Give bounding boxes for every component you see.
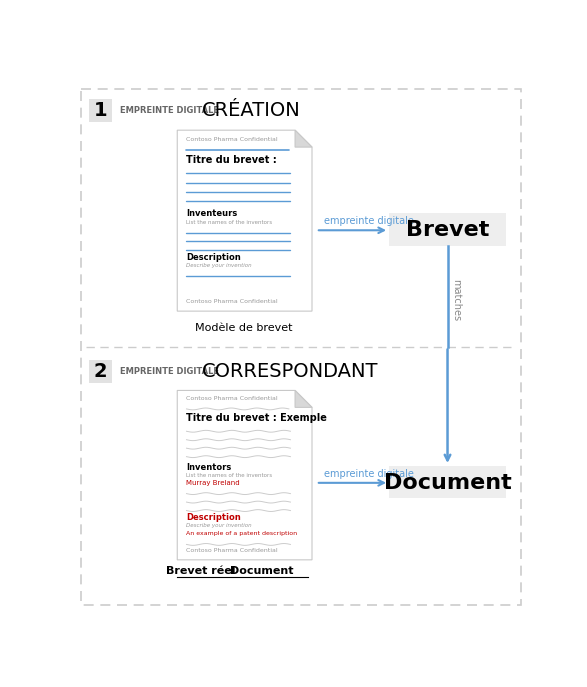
Text: List the names of the inventors: List the names of the inventors (187, 473, 272, 478)
Text: Modèle de brevet: Modèle de brevet (195, 324, 293, 333)
Text: EMPREINTE DIGITALE: EMPREINTE DIGITALE (120, 106, 218, 115)
Text: Brevet réel: Brevet réel (166, 566, 235, 576)
FancyBboxPatch shape (389, 466, 506, 498)
Polygon shape (295, 390, 312, 407)
Text: An example of a patent description: An example of a patent description (187, 531, 298, 536)
Text: Describe your invention: Describe your invention (187, 523, 252, 528)
Text: 1: 1 (93, 102, 107, 120)
FancyBboxPatch shape (89, 100, 112, 122)
Polygon shape (177, 390, 312, 560)
Text: Description: Description (187, 253, 241, 262)
Text: Brevet: Brevet (406, 221, 489, 240)
Text: Titre du brevet : Exemple: Titre du brevet : Exemple (187, 414, 328, 423)
Text: CORRESPONDANT: CORRESPONDANT (202, 361, 379, 381)
Text: Describe your invention: Describe your invention (187, 263, 252, 268)
Text: Murray Breland: Murray Breland (187, 480, 240, 486)
Text: Titre du brevet :: Titre du brevet : (187, 155, 277, 166)
Text: empreinte digitale: empreinte digitale (323, 216, 413, 227)
Text: matches: matches (451, 278, 461, 321)
Text: Document: Document (230, 566, 294, 576)
Text: Contoso Pharma Confidential: Contoso Pharma Confidential (187, 396, 278, 401)
Text: Document: Document (384, 473, 511, 493)
Text: Inventors: Inventors (187, 463, 232, 472)
Text: Contoso Pharma Confidential: Contoso Pharma Confidential (187, 548, 278, 553)
Text: List the names of the inventors: List the names of the inventors (187, 220, 272, 225)
FancyBboxPatch shape (389, 214, 506, 246)
Text: Description: Description (187, 513, 241, 522)
Text: EMPREINTE DIGITALE: EMPREINTE DIGITALE (120, 367, 218, 376)
Text: empreinte digitale: empreinte digitale (323, 469, 413, 479)
Text: Contoso Pharma Confidential: Contoso Pharma Confidential (187, 300, 278, 304)
Text: Inventeurs: Inventeurs (187, 210, 238, 218)
Polygon shape (295, 130, 312, 147)
Text: CRÉATION: CRÉATION (202, 102, 301, 120)
FancyBboxPatch shape (81, 89, 521, 605)
Text: 2: 2 (93, 361, 107, 381)
Polygon shape (177, 130, 312, 311)
Text: Contoso Pharma Confidential: Contoso Pharma Confidential (187, 137, 278, 142)
FancyBboxPatch shape (89, 359, 112, 383)
